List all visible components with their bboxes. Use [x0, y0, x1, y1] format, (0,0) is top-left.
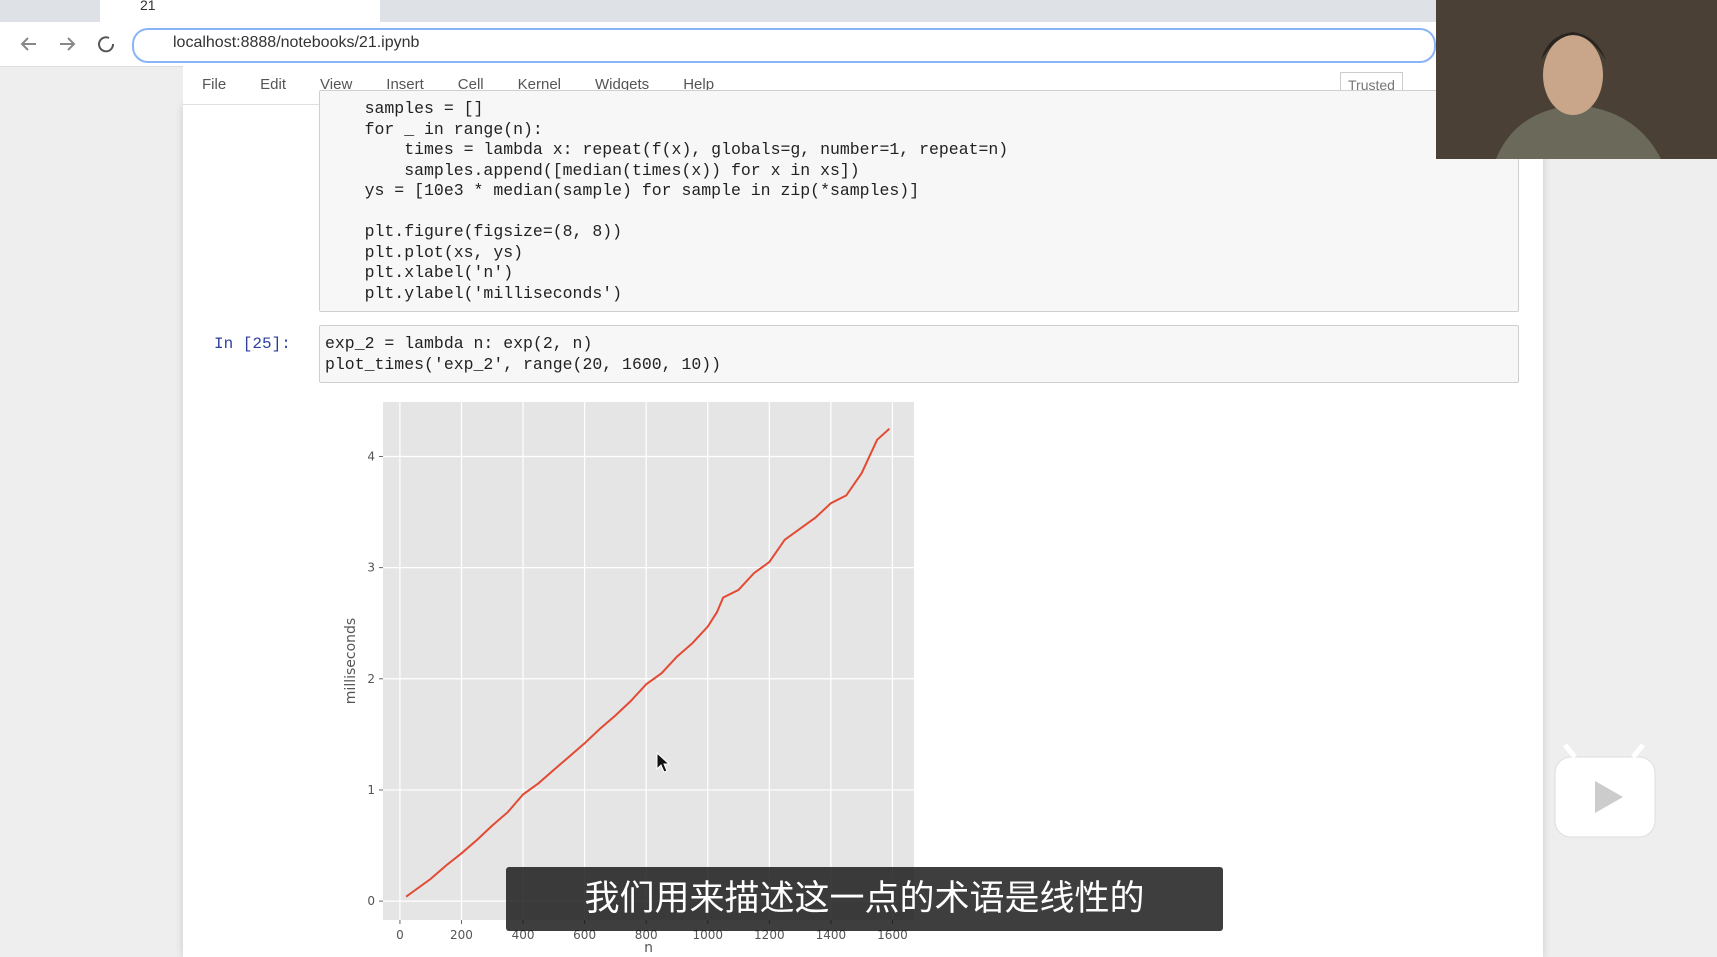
x-tick-label: 600	[573, 928, 596, 942]
y-tick-label: 4	[367, 449, 375, 463]
chart: 0 200 400 600 800 1000 1200 1400 1600 0 1 2 3 4 n milli…	[343, 402, 914, 956]
y-tick-label: 0	[367, 894, 375, 908]
tab-bar	[0, 0, 1717, 22]
x-tick-label: 1200	[754, 928, 785, 942]
nav-buttons[interactable]	[14, 30, 114, 58]
code-cell[interactable]	[319, 325, 1519, 383]
x-tick-label: 400	[512, 928, 535, 942]
menu-item[interactable]: File	[202, 76, 227, 93]
code: samples = [] for _ in range(n): times = …	[325, 99, 1009, 304]
url-box[interactable]	[132, 28, 1436, 63]
code-paragraph: samples = [] for _ in range(n): times = …	[325, 99, 1009, 202]
code-line: samples.append([median(times(x)) for x i…	[325, 160, 860, 180]
code: exp_2 = lambda n: exp(2, n) plot_times('e…	[325, 334, 721, 375]
webcam-image	[1436, 0, 1717, 159]
menu-item[interactable]: Insert	[386, 76, 424, 93]
menu-item[interactable]: Widgets	[595, 76, 650, 93]
menu-item[interactable]: Edit	[260, 76, 287, 93]
code-paragraph: plt.figure(figsize=(8, 8)) plt.plot(xs, …	[325, 222, 1008, 304]
x-axis-label: n	[644, 940, 653, 956]
cursor	[656, 752, 671, 773]
code-line: plt.ylabel('milliseconds')	[325, 283, 623, 303]
code-line: plt.figure(figsize=(8, 8))	[325, 222, 623, 241]
code-line: exp_2 = lambda n: exp(2, n)	[325, 334, 593, 353]
x-tick-label: 1000	[692, 928, 723, 942]
code-line: for _ in range(n):	[325, 119, 543, 139]
y-axis-label: milliseconds	[343, 618, 359, 704]
menu-item[interactable]: View	[320, 76, 353, 93]
code-line: ys = [10e3 * median(sample) for sample i…	[325, 181, 920, 200]
code-line: plot_times('exp_2', range(20, 1600, 10))	[325, 354, 722, 374]
x-tick-label: 0	[396, 928, 404, 942]
y-tick-label: 1	[367, 783, 375, 797]
x-tick-label: 200	[450, 928, 473, 942]
x-tick-label: 800	[635, 928, 658, 942]
menu-item[interactable]: Cell	[457, 76, 484, 93]
tab-title: 21	[140, 0, 156, 13]
play-button[interactable]	[1553, 743, 1659, 841]
url: localhost:8888/notebooks/21.ipynb	[173, 34, 420, 51]
code-cell[interactable]	[319, 90, 1519, 312]
x-tick-label: 1600	[877, 928, 908, 942]
cell-prompt: In [25]:	[214, 335, 291, 353]
webcam	[1436, 0, 1717, 159]
x-tick-label: 1400	[816, 928, 847, 942]
code-line: plt.xlabel('n')	[325, 263, 514, 282]
data-line	[405, 427, 891, 898]
tab[interactable]: 21	[100, 0, 380, 22]
code-line: plt.plot(xs, ys)	[325, 242, 524, 262]
menu-item[interactable]: Help	[683, 76, 715, 93]
code-line: times = lambda x: repeat(f(x), globals=g…	[325, 140, 1009, 159]
code-line: samples = []	[325, 99, 484, 118]
menu-item[interactable]: Kernel	[517, 76, 561, 93]
subtitle: 我们用来描述这一点的术语是线性的	[506, 867, 1223, 931]
y-tick-label: 2	[367, 672, 375, 686]
y-tick-label: 3	[367, 561, 375, 575]
plot-area	[383, 402, 914, 920]
menu: File Edit View Insert Cell Kernel Widgets Help	[202, 76, 714, 93]
